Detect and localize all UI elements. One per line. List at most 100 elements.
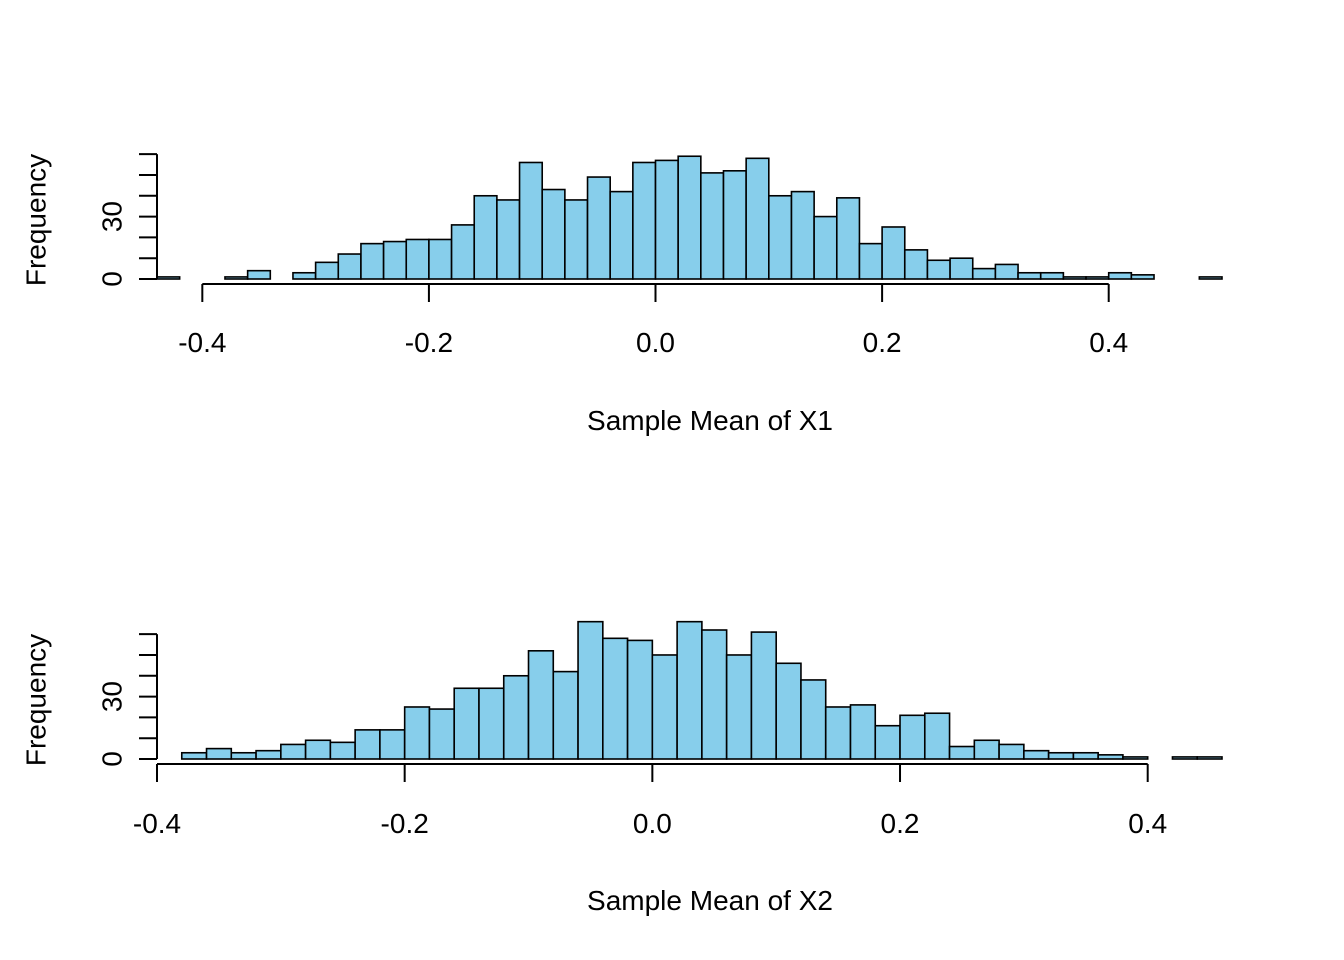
histogram-bar — [403, 706, 431, 760]
histogram-bar — [926, 259, 951, 280]
y-tick-label: 0 — [97, 271, 128, 287]
histogram-bar — [1062, 276, 1087, 280]
histogram-bar — [973, 739, 1000, 760]
histogram-bar — [654, 159, 679, 280]
histogram-bar — [1107, 271, 1133, 280]
x-tick-label: -0.4 — [133, 808, 181, 839]
x-tick-label: 0.2 — [863, 327, 902, 358]
histogram-bar — [450, 224, 476, 280]
histogram-bar — [156, 276, 181, 280]
histogram-bar — [292, 271, 317, 280]
histogram-bar — [677, 155, 702, 280]
histogram-bar — [858, 242, 883, 280]
histogram-bar — [1196, 756, 1223, 760]
x-tick-label: 0.0 — [636, 327, 675, 358]
histogram-bar — [329, 741, 356, 760]
y-axis-title: Frequency — [21, 634, 52, 766]
histogram-bar — [790, 190, 815, 280]
histogram-bar — [453, 687, 480, 760]
histogram-bar — [1072, 751, 1099, 760]
histogram-bar — [813, 215, 838, 280]
histogram-bar — [379, 729, 406, 760]
histogram-bar — [541, 188, 566, 280]
histogram-bar — [473, 194, 498, 280]
histogram-bar — [1171, 756, 1199, 760]
histogram-bar — [496, 199, 521, 280]
histogram-bar — [824, 706, 852, 760]
histogram-bar — [586, 176, 611, 280]
histogram-bar — [1122, 756, 1149, 760]
histogram-bar — [725, 654, 753, 760]
histogram-bar — [314, 261, 340, 280]
histogram-bar — [360, 242, 385, 280]
histogram-bar — [700, 172, 725, 280]
histogram-bar — [949, 257, 974, 280]
x-tick-label: 0.4 — [1089, 327, 1128, 358]
histogram-bar — [1039, 271, 1065, 280]
x-tick-label: 0.0 — [633, 808, 672, 839]
histogram-bar — [609, 190, 634, 280]
histogram-bar — [304, 739, 332, 760]
y-tick-label: 0 — [97, 751, 128, 767]
x-tick-label: -0.2 — [405, 327, 453, 358]
histogram-bar — [602, 637, 629, 760]
histogram-bar — [849, 704, 877, 760]
y-axis-title: Frequency — [21, 154, 52, 286]
histogram-bar — [994, 263, 1019, 280]
histogram-bar — [224, 276, 249, 280]
histogram-bar — [881, 226, 906, 280]
histogram-bar — [354, 729, 381, 760]
histogram-bar — [180, 751, 208, 760]
histogram-bar — [518, 161, 544, 280]
histogram-bar — [246, 269, 272, 280]
histogram-bar — [255, 749, 282, 760]
histogram-bar — [701, 629, 728, 760]
histogram-bar — [382, 240, 408, 280]
x-tick-label: 0.4 — [1128, 808, 1167, 839]
y-tick-label: 30 — [97, 681, 128, 712]
histogram-bar — [502, 674, 530, 760]
histogram-bar — [1017, 271, 1042, 280]
histogram-bar — [745, 157, 770, 280]
histogram-bar — [564, 199, 589, 280]
histogram-bar — [899, 714, 926, 760]
histogram-bar — [1085, 276, 1110, 280]
histogram-bar — [923, 712, 951, 760]
x-axis-title: Sample Mean of X2 — [587, 885, 833, 916]
histogram-bar — [230, 751, 257, 760]
histogram-bar — [768, 194, 793, 280]
histogram-bar — [835, 197, 861, 280]
histogram-bar — [1047, 751, 1075, 760]
histogram-bar — [998, 743, 1025, 760]
histogram-bar — [722, 170, 747, 280]
x-axis-title: Sample Mean of X1 — [587, 405, 833, 436]
histogram-bar — [205, 747, 233, 760]
histogram-panel-x2: 0 30 -0.4 -0.2 0.0 0.2 0.4 Sample Mean of X2 Fre… — [21, 620, 1223, 916]
histogram-bar — [405, 238, 430, 280]
histogram-bar — [552, 670, 579, 760]
histogram-bar — [971, 267, 997, 280]
histogram-bar — [775, 662, 802, 760]
y-tick-label: 30 — [97, 201, 128, 232]
histogram-bar — [280, 743, 307, 760]
x-tick-label: -0.4 — [178, 327, 226, 358]
histogram-bar — [478, 687, 505, 760]
histogram-bar — [626, 639, 654, 760]
histogram-bar — [750, 631, 777, 760]
histogram-bar — [337, 253, 362, 280]
histogram-bar — [428, 238, 453, 280]
histogram-bar — [632, 161, 657, 280]
x-tick-label: -0.2 — [381, 808, 429, 839]
histogram-bar — [577, 620, 604, 760]
histogram-bar — [903, 249, 929, 280]
histogram-bar — [527, 650, 555, 760]
histogram-bar — [428, 708, 456, 760]
histogram-bar — [676, 620, 703, 760]
histogram-bar — [1023, 749, 1050, 760]
histogram-bar — [800, 679, 827, 760]
histogram-bar — [948, 745, 976, 760]
histogram-bar — [1097, 754, 1124, 760]
histogram-bar — [1130, 274, 1155, 280]
histogram-bar — [874, 724, 901, 760]
